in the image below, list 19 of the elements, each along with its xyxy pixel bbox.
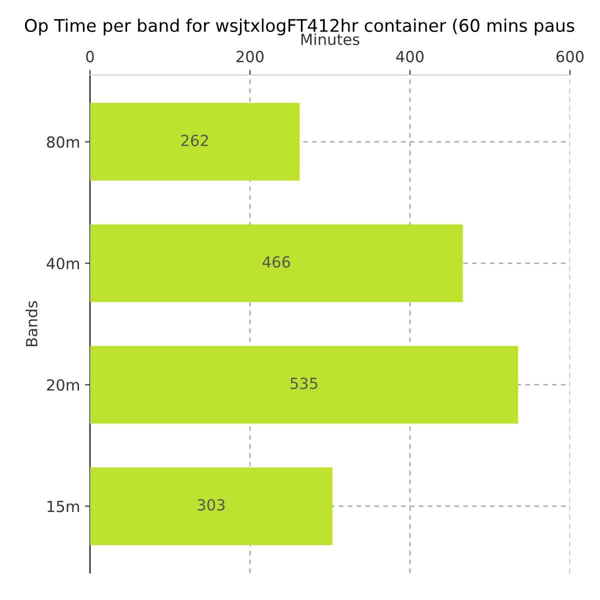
- y-tick-label: 80m: [46, 136, 79, 148]
- bar: [90, 346, 518, 424]
- chart-title: Op Time per band for wsjtxlogFT412hr container (60 mins paus: [24, 18, 574, 36]
- x-tick-label: 0: [86, 50, 94, 62]
- bar: [90, 467, 332, 546]
- y-tick-label: 40m: [46, 258, 79, 270]
- data-label: 466: [262, 256, 290, 268]
- x-tick-label: 400: [396, 50, 424, 62]
- x-tick-label: 200: [236, 50, 264, 62]
- data-label: 535: [290, 378, 318, 390]
- data-label: 262: [181, 134, 208, 146]
- y-tick-label: 20m: [47, 379, 79, 391]
- y-axis-title: Bands: [26, 301, 38, 346]
- bar: [90, 102, 300, 181]
- bar: [90, 224, 463, 302]
- y-tick-label: 15m: [48, 500, 79, 512]
- data-label: 303: [198, 499, 225, 511]
- x-axis-title: Minutes: [301, 33, 360, 46]
- x-tick-label: 600: [556, 50, 584, 62]
